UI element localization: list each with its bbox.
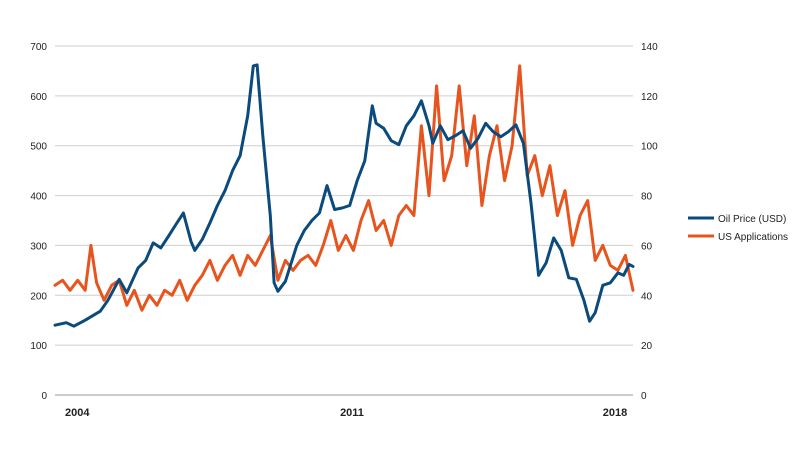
y-left-tick-label: 600 [30, 92, 47, 103]
series-line-us-applications [53, 64, 635, 312]
y-right-tick-label: 140 [641, 42, 658, 53]
x-tick-label: 2018 [603, 407, 627, 419]
y-left-tick-label: 100 [30, 341, 47, 352]
y-left-tick-label: 200 [30, 291, 47, 302]
x-tick-label: 2004 [65, 407, 90, 419]
series-line-oil-price [53, 63, 635, 328]
y-left-tick-label: 400 [30, 192, 47, 203]
left-y-axis: 0 100 200 300 400 500 600 700 [30, 42, 47, 402]
y-right-tick-label: 80 [641, 192, 653, 203]
y-left-tick-label: 700 [30, 42, 47, 53]
gridlines [55, 45, 633, 346]
plot-area [53, 63, 635, 328]
y-right-tick-label: 120 [641, 92, 658, 103]
y-left-tick-label: 300 [30, 241, 47, 252]
y-right-tick-label: 60 [641, 241, 653, 252]
x-axis: 2004 2011 2018 [65, 407, 627, 419]
legend-label-us-applications: US Applications [718, 232, 788, 243]
y-left-tick-label: 0 [41, 391, 47, 402]
y-right-tick-label: 40 [641, 291, 653, 302]
y-right-tick-label: 20 [641, 341, 653, 352]
right-y-axis: 0 20 40 60 80 100 120 140 [641, 42, 658, 402]
y-left-tick-label: 500 [30, 142, 47, 153]
y-right-tick-label: 0 [641, 391, 647, 402]
x-tick-label: 2011 [340, 407, 364, 419]
legend: Oil Price (USD) US Applications [688, 214, 788, 243]
legend-label-oil-price: Oil Price (USD) [718, 214, 786, 225]
y-right-tick-label: 100 [641, 142, 658, 153]
